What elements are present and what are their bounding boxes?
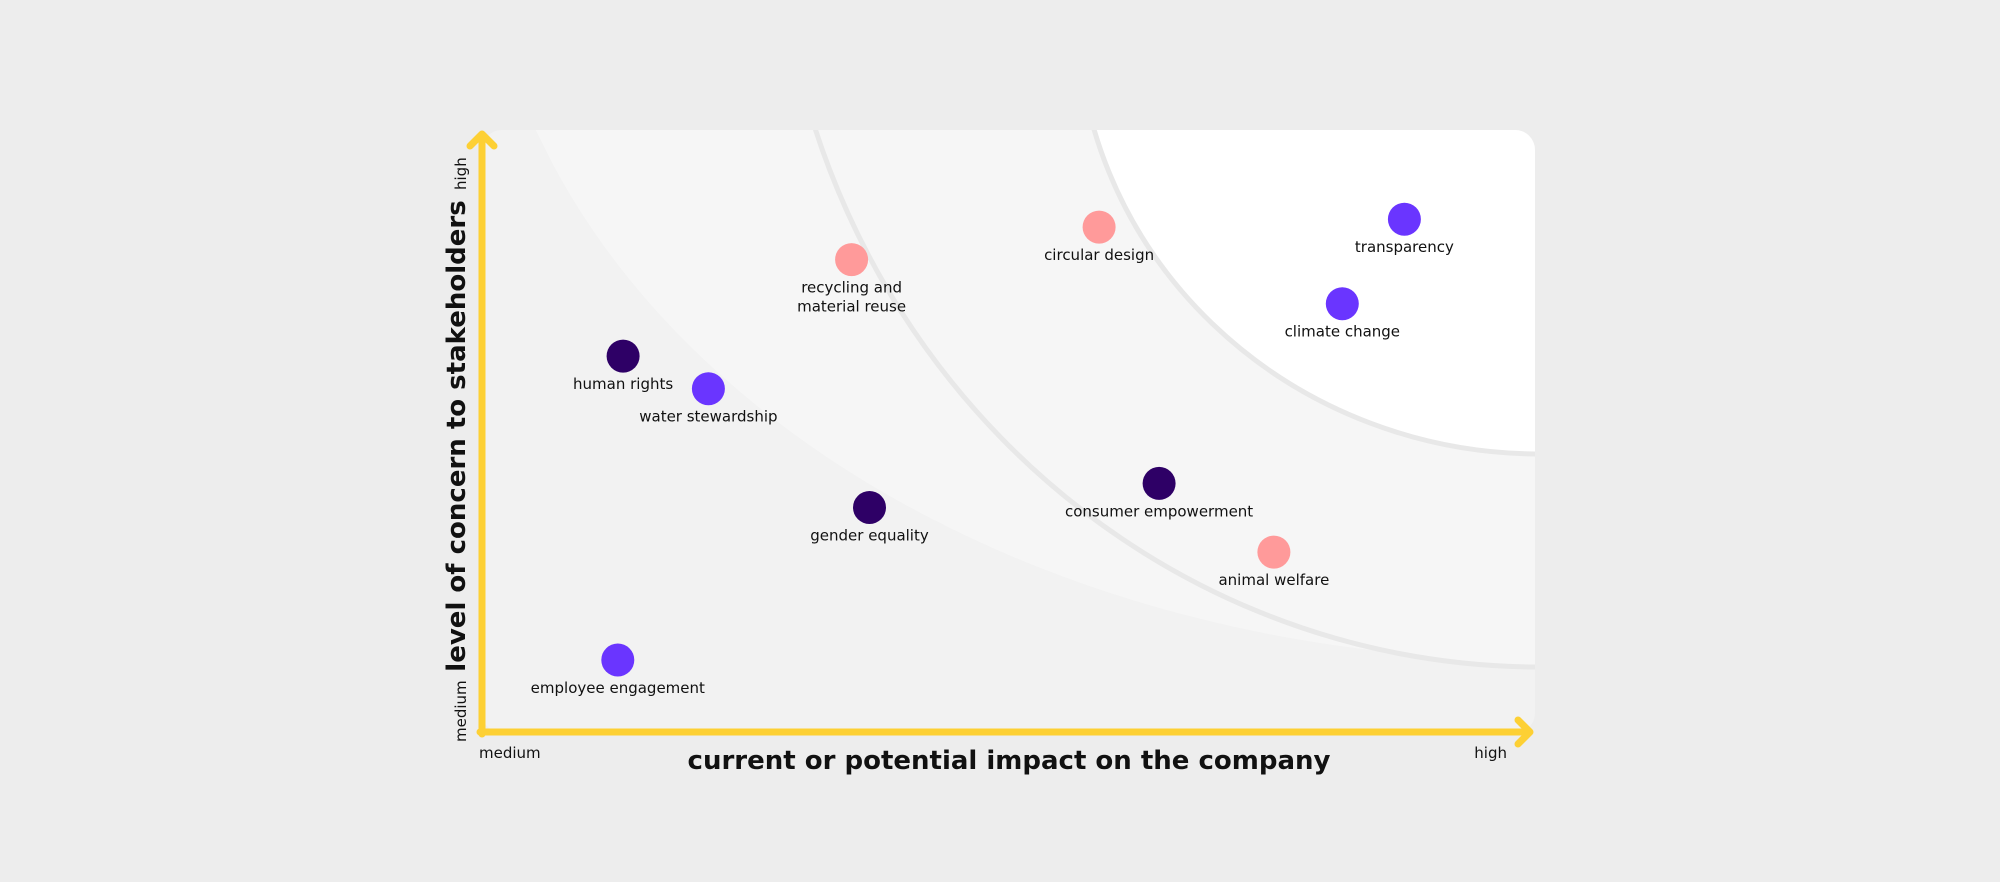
zone-high-priority: [1074, 130, 1535, 457]
y-axis-arrowhead: [466, 130, 498, 150]
data-point-label: water stewardship: [639, 408, 777, 426]
data-point-marker: [853, 491, 886, 524]
x-axis-title: current or potential impact on the compa…: [688, 746, 1331, 776]
data-point-human-rights: human rights: [573, 339, 673, 393]
data-point-label: gender equality: [810, 527, 929, 545]
data-point-marker: [1082, 210, 1116, 244]
data-point-label: transparency: [1355, 238, 1454, 256]
data-point-gender-equality: gender equality: [810, 491, 929, 545]
x-tick-high: high: [1474, 744, 1507, 762]
data-point-animal-welfare: animal welfare: [1218, 535, 1329, 589]
data-point-label: animal welfare: [1218, 571, 1329, 589]
data-point-marker: [1142, 466, 1176, 500]
data-point-label: consumer empowerment: [1065, 502, 1253, 520]
y-tick-high: high: [452, 157, 470, 190]
data-point-transparency: transparency: [1355, 202, 1454, 256]
y-tick-medium: medium: [452, 680, 470, 742]
axes: [466, 130, 1534, 748]
data-point-label: employee engagement: [531, 679, 705, 697]
data-point-label: human rights: [573, 375, 673, 393]
data-point-water-stewardship: water stewardship: [639, 372, 778, 426]
data-point-label: circular design: [1044, 246, 1154, 264]
data-point-marker: [606, 339, 640, 373]
data-point-marker: [1325, 287, 1359, 321]
x-axis-arrowhead: [1514, 716, 1534, 748]
data-point-label: material reuse: [797, 298, 906, 316]
data-point-label: climate change: [1285, 323, 1400, 341]
data-point-marker: [835, 243, 869, 277]
y-axis-title: level of concern to stakeholders: [442, 200, 472, 671]
data-point-consumer-empowerment: consumer empowerment: [1065, 466, 1253, 520]
data-point-marker: [601, 643, 635, 677]
zone-divider-outer: [773, 130, 1535, 670]
data-point-marker: [691, 372, 725, 406]
data-point-employee-engagement: employee engagement: [531, 643, 705, 697]
data-point-marker: [1257, 535, 1291, 569]
data-point-marker: [1387, 202, 1421, 236]
data-point-climate-change: climate change: [1285, 287, 1400, 341]
plot-area: [482, 130, 1535, 733]
data-point-label: recycling and: [801, 279, 902, 297]
data-point-circular-design: circular design: [1044, 210, 1154, 264]
x-tick-medium: medium: [479, 744, 541, 762]
